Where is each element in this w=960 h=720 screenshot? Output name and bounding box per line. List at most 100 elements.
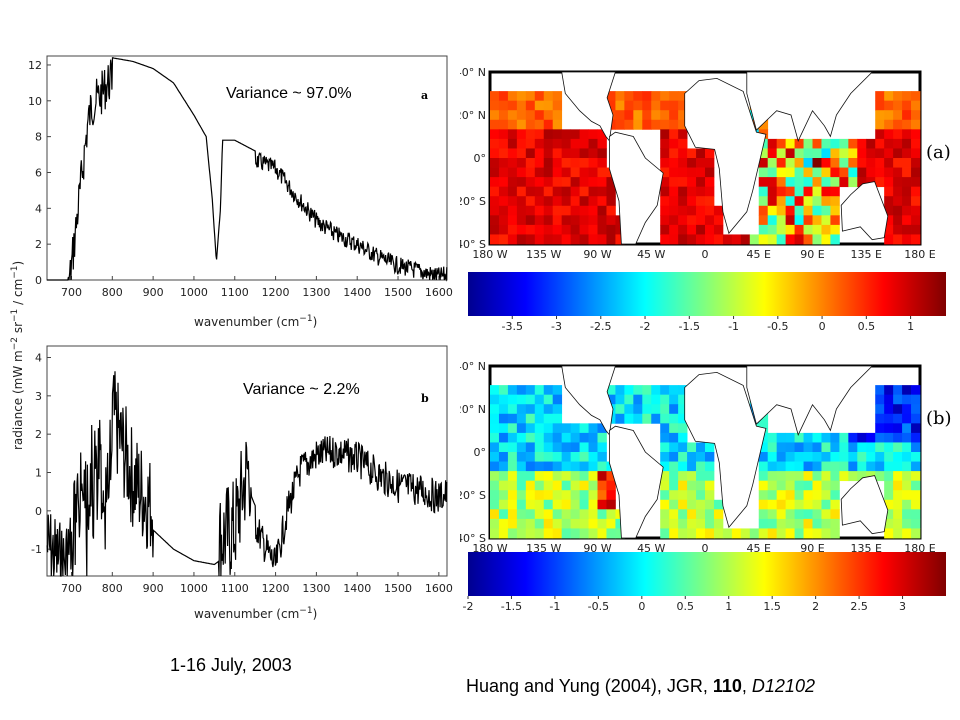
map-cell: [696, 215, 706, 226]
map-cell: [884, 138, 894, 149]
map-cell: [678, 196, 688, 207]
lat-label: 40° N: [460, 360, 486, 373]
map-cell: [812, 167, 822, 178]
map-cell: [821, 224, 831, 235]
map-cell: [498, 385, 509, 396]
map-cell: [669, 509, 679, 520]
map-cell: [884, 385, 894, 396]
map-cell: [767, 148, 778, 159]
map-cell: [911, 518, 921, 529]
map-cell: [516, 423, 527, 434]
map-cell: [893, 158, 903, 168]
map-cell: [570, 499, 580, 510]
map-cell: [525, 471, 536, 482]
map-cell: [588, 234, 598, 245]
map-cell: [857, 461, 867, 472]
map-cell: [776, 177, 787, 188]
map-cell: [884, 528, 894, 539]
map-cell: [911, 224, 921, 235]
map-cell: [687, 215, 697, 226]
map-cell: [534, 215, 545, 226]
map-cell: [552, 394, 563, 405]
map-cell: [776, 442, 787, 453]
map-cell: [507, 461, 518, 472]
xtick-label: 1600: [425, 582, 453, 595]
map-cell: [911, 177, 921, 188]
map-cell: [552, 413, 563, 424]
map-cell: [911, 452, 921, 462]
map-cell: [651, 394, 661, 405]
map-cell: [884, 177, 894, 188]
map-cell: [696, 528, 706, 539]
map-cell: [785, 167, 795, 178]
map-cell: [660, 509, 670, 520]
map-cell: [911, 480, 921, 491]
map-cell: [561, 490, 572, 501]
lat-label: 0°: [474, 152, 487, 165]
panel-b-letter: b: [421, 392, 429, 405]
xtick-label: 1400: [343, 286, 371, 299]
map-cell: [516, 404, 527, 415]
map-cell: [552, 167, 563, 178]
map-cell: [543, 186, 554, 197]
map-cell: [534, 461, 545, 472]
map-cell: [552, 490, 563, 501]
map-cell: [893, 205, 903, 216]
map-cell: [579, 480, 589, 491]
map-cell: [794, 148, 804, 159]
map-cell: [803, 138, 813, 149]
map-cell: [543, 413, 554, 424]
map-cell: [875, 461, 885, 472]
map-cell: [767, 158, 778, 168]
map-cell: [696, 461, 706, 472]
map-cell: [490, 461, 500, 472]
map-cell: [812, 528, 822, 539]
map-cell: [758, 148, 769, 159]
map-cell: [534, 423, 545, 434]
map-cell: [490, 442, 500, 453]
map-cell: [561, 423, 572, 434]
map-cell: [678, 404, 688, 415]
map-cell: [678, 432, 688, 443]
map-cell: [543, 110, 554, 121]
map-cell: [839, 452, 849, 462]
map-cell: [911, 442, 921, 453]
xtick-label: 900: [143, 582, 164, 595]
map-cell: [758, 119, 769, 130]
map-cell: [803, 158, 813, 168]
map-cell: [597, 432, 607, 443]
map-cell: [776, 432, 787, 443]
map-cell: [561, 452, 572, 462]
map-cell: [848, 167, 858, 178]
map-cell: [821, 158, 831, 168]
map-cell: [597, 148, 607, 159]
map-cell: [794, 432, 804, 443]
lon-label: 0: [702, 542, 709, 555]
map-cell: [507, 196, 518, 207]
map-cell: [660, 518, 670, 529]
lon-label: 0: [702, 248, 709, 261]
lon-label: 45 E: [747, 542, 771, 555]
map-cell: [534, 110, 545, 121]
map-cell: [534, 119, 545, 130]
map-cell: [687, 167, 697, 178]
map-cell: [588, 177, 598, 188]
map-cell: [525, 385, 536, 396]
map-cell: [875, 471, 885, 482]
map-cell: [812, 224, 822, 235]
map-cell: [588, 480, 598, 491]
ytick-label: 0: [35, 274, 42, 287]
map-cell: [660, 100, 670, 111]
map-cell: [902, 100, 912, 111]
map-cell: [498, 186, 509, 197]
map-cell: [606, 234, 616, 245]
map-cell: [911, 186, 921, 197]
map-cell: [534, 138, 545, 149]
map-cell: [848, 471, 858, 482]
map-cell: [525, 129, 536, 140]
map-cell: [570, 509, 580, 520]
lat-label: 20° S: [460, 489, 486, 502]
map-cell: [902, 499, 912, 510]
map-cell: [552, 129, 563, 140]
map-cell: [498, 509, 509, 520]
